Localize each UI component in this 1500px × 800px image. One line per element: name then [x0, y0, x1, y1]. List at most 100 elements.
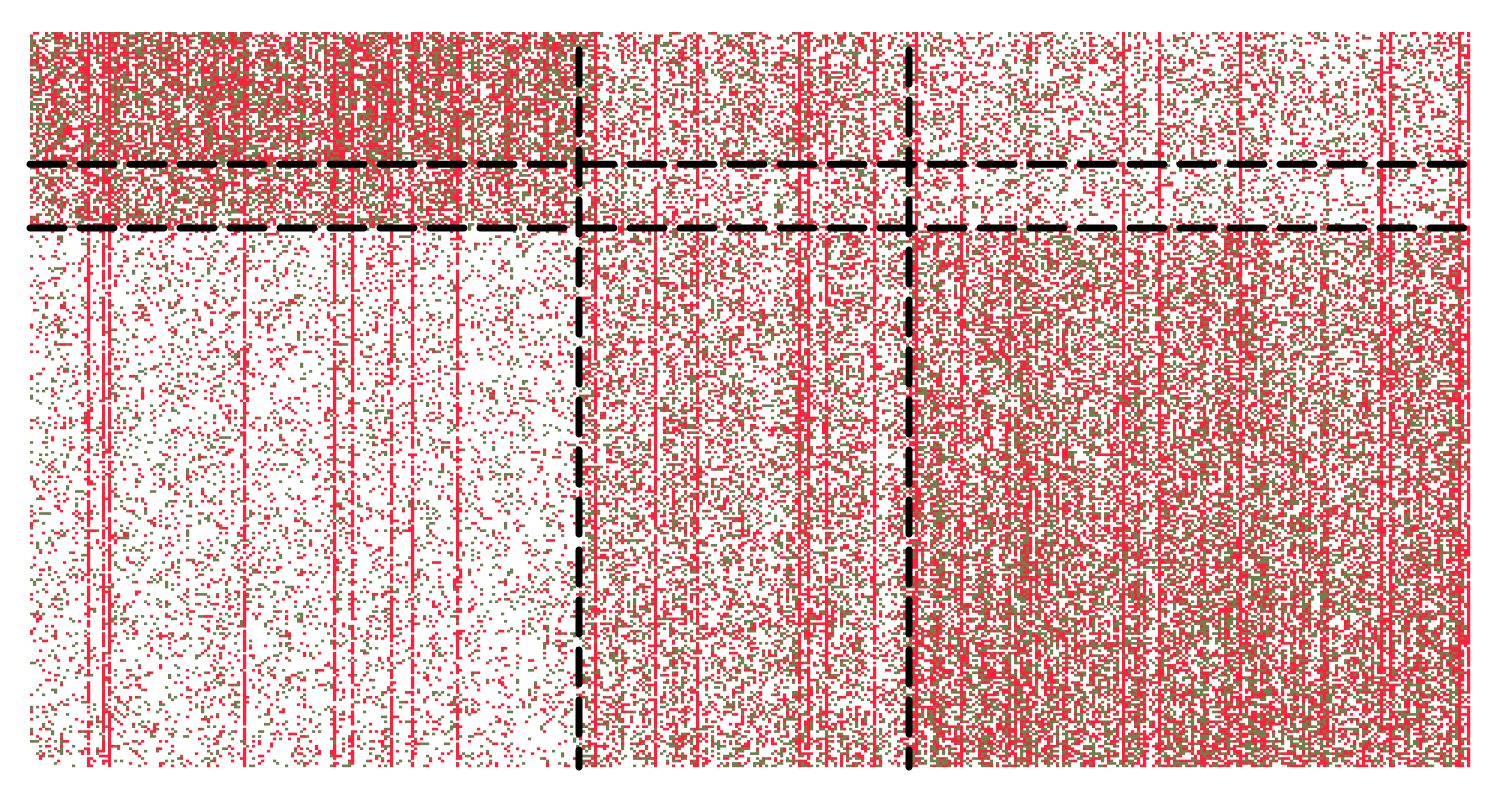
heatmap-cell — [69, 480, 72, 483]
heatmap-cell — [84, 544, 87, 547]
heatmap-cell — [72, 64, 75, 67]
heatmap-cell — [36, 115, 39, 118]
heatmap-cell — [66, 44, 69, 47]
heatmap-cell — [60, 113, 63, 116]
heatmap-cell — [51, 603, 54, 606]
heatmap-cell — [84, 701, 87, 704]
heatmap-cell — [54, 596, 57, 599]
heatmap-cell — [51, 218, 54, 221]
heatmap-cell — [42, 204, 45, 207]
heatmap-cell — [33, 186, 36, 189]
heatmap-cell — [66, 113, 69, 116]
heatmap-cell — [81, 123, 84, 126]
heatmap-cell — [81, 64, 84, 67]
heatmap-cell — [84, 91, 87, 94]
heatmap-cell — [63, 34, 66, 37]
heatmap-cell — [36, 69, 39, 72]
heatmap-cell — [45, 316, 48, 319]
heatmap-cell — [57, 128, 60, 131]
heatmap-cell — [48, 539, 51, 542]
heatmap-cell — [66, 174, 69, 177]
heatmap-cell — [72, 527, 75, 530]
heatmap-cell — [30, 128, 33, 131]
heatmap-cell — [60, 132, 63, 135]
heatmap-cell — [75, 79, 78, 82]
heatmap-cell — [69, 181, 72, 184]
heatmap-cell — [57, 326, 60, 329]
heatmap-cell — [69, 449, 72, 452]
heatmap-cell — [75, 167, 78, 170]
heatmap-cell — [33, 615, 36, 618]
heatmap-cell — [51, 708, 54, 711]
heatmap-cell — [87, 316, 90, 319]
heatmap-cell — [75, 57, 78, 60]
heatmap-cell — [39, 103, 42, 106]
heatmap-cell — [81, 125, 84, 128]
heatmap-cell — [57, 142, 60, 145]
heatmap-cell — [75, 505, 78, 508]
heatmap-cell — [45, 542, 48, 545]
heatmap-cell — [60, 745, 63, 748]
heatmap-cell — [84, 436, 87, 439]
heatmap-cell — [39, 603, 42, 606]
heatmap-cell — [39, 81, 42, 84]
heatmap-cell — [51, 91, 54, 94]
heatmap-cell — [51, 755, 54, 758]
heatmap-cell — [75, 110, 78, 113]
heatmap-cell — [72, 135, 75, 138]
heatmap-cell — [87, 98, 90, 101]
heatmap-cell — [57, 76, 60, 79]
heatmap-cell — [57, 108, 60, 111]
heatmap-cell — [36, 463, 39, 466]
heatmap-cell — [57, 505, 60, 508]
heatmap-cell — [81, 571, 84, 574]
heatmap-cell — [57, 328, 60, 331]
heatmap-cell — [60, 76, 63, 79]
heatmap-cell — [66, 221, 69, 224]
heatmap-cell — [81, 172, 84, 175]
heatmap-cell — [81, 113, 84, 116]
heatmap-cell — [72, 61, 75, 64]
heatmap-cell — [48, 750, 51, 753]
heatmap-cell — [33, 54, 36, 57]
heatmap-cell — [84, 32, 87, 35]
heatmap-cell — [48, 208, 51, 211]
heatmap-cell — [30, 64, 33, 67]
heatmap-cell — [48, 417, 51, 420]
heatmap-cell — [78, 101, 81, 104]
heatmap-cell — [48, 115, 51, 118]
heatmap-cell — [84, 172, 87, 175]
heatmap-cell — [45, 57, 48, 60]
heatmap-cell — [75, 52, 78, 55]
heatmap-cell — [45, 152, 48, 155]
heatmap-cell — [48, 566, 51, 569]
heatmap-cell — [81, 71, 84, 74]
heatmap-cell — [48, 110, 51, 113]
heatmap-cell — [63, 137, 66, 140]
heatmap-cell — [36, 547, 39, 550]
heatmap-cell — [57, 257, 60, 260]
heatmap-cell — [87, 91, 90, 94]
heatmap-cell — [75, 676, 78, 679]
heatmap-cell — [69, 311, 72, 314]
heatmap-cell — [51, 181, 54, 184]
heatmap-cell — [54, 184, 57, 187]
heatmap-cell — [75, 169, 78, 172]
heatmap-cell — [39, 213, 42, 216]
heatmap-cell — [39, 637, 42, 640]
heatmap-cell — [60, 355, 63, 358]
heatmap-cell — [63, 328, 66, 331]
heatmap-cell — [45, 326, 48, 329]
heatmap-cell — [69, 125, 72, 128]
heatmap-cell — [57, 243, 60, 246]
heatmap-cell — [87, 132, 90, 135]
heatmap-cell — [84, 140, 87, 143]
heatmap-cell — [42, 150, 45, 153]
heatmap-cell — [51, 358, 54, 361]
heatmap-cell — [66, 130, 69, 133]
heatmap-cell — [87, 39, 90, 42]
heatmap-cell — [36, 123, 39, 126]
heatmap-cell — [42, 659, 45, 662]
heatmap-cell — [60, 385, 63, 388]
